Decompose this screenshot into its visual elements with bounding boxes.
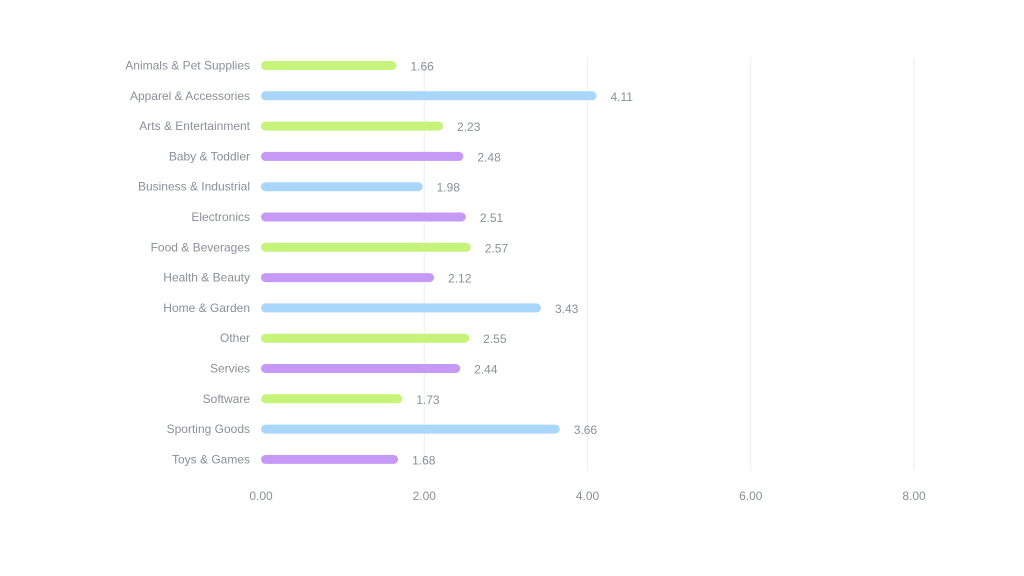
- category-label: Electronics: [191, 210, 250, 224]
- category-label: Arts & Entertainment: [139, 119, 250, 133]
- x-tick-label: 0.00: [249, 489, 273, 503]
- value-label: 3.66: [574, 423, 598, 437]
- bar: [261, 121, 444, 131]
- bar: [261, 91, 597, 101]
- category-label: Food & Beverages: [151, 240, 250, 254]
- value-label: 3.43: [555, 302, 579, 316]
- value-label: 2.51: [480, 211, 504, 225]
- value-label: 2.57: [485, 241, 509, 255]
- value-label: 2.23: [457, 120, 481, 134]
- value-label: 2.55: [483, 332, 507, 346]
- value-label: 1.98: [437, 181, 461, 195]
- bar: [261, 242, 471, 252]
- bar: [261, 61, 397, 70]
- value-label: 4.11: [610, 90, 633, 104]
- value-label: 1.66: [410, 60, 434, 74]
- bar: [261, 424, 560, 434]
- value-label: 2.12: [448, 272, 472, 286]
- category-label: Sporting Goods: [167, 422, 250, 436]
- bar: [261, 212, 466, 222]
- category-label: Servies: [210, 362, 250, 376]
- category-labels: Animals & Pet Supplies Apparel & Accessor…: [125, 59, 250, 467]
- bar: [261, 151, 464, 161]
- bars: [261, 61, 597, 464]
- category-label: Toys & Games: [172, 452, 250, 466]
- category-label: Software: [203, 392, 251, 406]
- bar: [261, 182, 423, 192]
- category-label: Animals & Pet Supplies: [125, 59, 250, 73]
- x-tick-label: 4.00: [576, 489, 600, 503]
- bar: [261, 303, 541, 313]
- grid-lines: [423, 58, 915, 470]
- value-label: 1.73: [416, 393, 440, 407]
- x-tick-label: 8.00: [902, 489, 926, 503]
- value-label: 1.68: [412, 453, 436, 467]
- x-axis-ticks: 0.00 2.00 4.00 6.00 8.00: [249, 489, 926, 503]
- value-label: 2.44: [474, 363, 498, 377]
- value-label: 2.48: [477, 150, 501, 164]
- category-label: Health & Beauty: [163, 271, 250, 285]
- bar: [261, 364, 461, 373]
- x-tick-label: 2.00: [413, 489, 437, 503]
- category-label: Apparel & Accessories: [130, 89, 250, 103]
- bar: [261, 454, 399, 464]
- category-label: Home & Garden: [163, 301, 250, 315]
- category-label: Baby & Toddler: [169, 149, 250, 163]
- value-labels: 1.66 4.11 2.23 2.48 1.98 2.51 2.57 2.12 3.43 2.55…: [410, 60, 633, 468]
- category-label: Business & Industrial: [138, 180, 250, 194]
- bar: [261, 333, 470, 343]
- x-tick-label: 6.00: [739, 489, 763, 503]
- category-label: Other: [220, 331, 250, 345]
- bar: [261, 273, 435, 283]
- bar: [261, 394, 403, 404]
